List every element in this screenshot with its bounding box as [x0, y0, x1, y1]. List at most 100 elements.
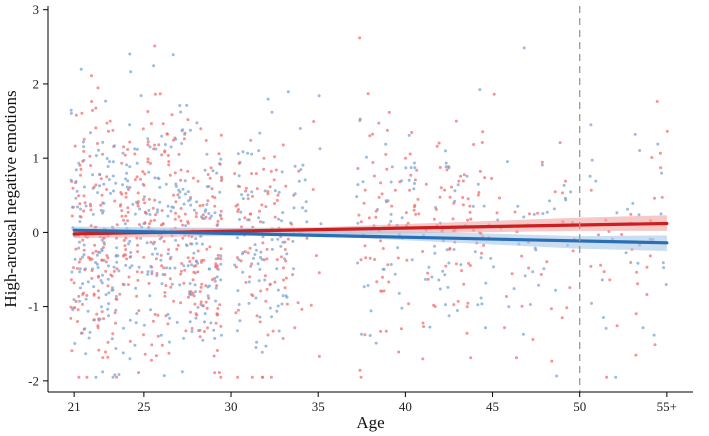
data-point	[108, 119, 112, 123]
data-point	[482, 204, 486, 208]
data-point	[364, 256, 368, 260]
x-tick-label: 21	[68, 399, 81, 414]
data-point	[102, 182, 106, 186]
data-point	[292, 267, 295, 271]
data-point	[219, 133, 223, 137]
x-tick-label: 55+	[657, 399, 677, 414]
data-point	[181, 187, 185, 191]
data-point	[648, 254, 652, 258]
data-point	[154, 147, 158, 151]
data-point	[552, 207, 556, 211]
data-point	[168, 316, 172, 320]
data-point	[550, 359, 554, 363]
data-point	[600, 278, 604, 282]
data-point	[281, 211, 285, 215]
data-point	[381, 267, 385, 271]
data-point	[110, 286, 114, 290]
data-point	[426, 277, 430, 281]
data-point	[362, 201, 366, 205]
data-point	[446, 285, 450, 289]
data-point	[152, 147, 156, 151]
data-point	[301, 163, 305, 167]
data-point	[407, 178, 411, 182]
data-point	[193, 283, 197, 287]
data-point	[240, 225, 243, 229]
data-point	[219, 157, 223, 161]
data-point	[172, 299, 176, 303]
data-point	[135, 161, 139, 165]
data-point	[74, 300, 78, 303]
data-point	[279, 244, 283, 248]
data-point	[183, 179, 187, 183]
data-point	[208, 216, 212, 220]
data-point	[461, 179, 465, 183]
data-point	[73, 306, 77, 310]
data-point	[284, 184, 288, 188]
data-point	[369, 309, 373, 313]
data-point	[180, 142, 184, 145]
data-point	[273, 155, 277, 159]
data-point	[361, 180, 365, 184]
data-point	[163, 294, 167, 298]
data-point	[77, 194, 81, 198]
data-point	[160, 264, 164, 268]
data-point	[106, 284, 110, 288]
data-point	[359, 220, 363, 224]
data-point	[238, 185, 241, 189]
data-point	[111, 174, 115, 178]
data-point	[520, 254, 524, 258]
data-point	[125, 163, 129, 167]
data-point	[199, 285, 203, 289]
data-point	[112, 189, 115, 193]
data-point	[122, 145, 126, 149]
data-point	[358, 368, 362, 372]
data-point	[396, 256, 400, 260]
data-point	[377, 121, 381, 125]
data-point	[77, 294, 81, 298]
data-point	[124, 248, 128, 251]
data-point	[101, 209, 105, 213]
data-point	[135, 147, 139, 151]
data-point	[356, 167, 360, 170]
data-point	[156, 208, 160, 212]
data-point	[379, 239, 383, 243]
data-point	[381, 275, 384, 279]
data-point	[209, 321, 213, 325]
data-point	[170, 113, 174, 117]
data-point	[127, 188, 130, 191]
data-point	[363, 244, 367, 248]
data-point	[272, 178, 276, 182]
data-point	[283, 286, 287, 290]
data-point	[317, 271, 321, 275]
data-point	[215, 224, 219, 227]
data-point	[139, 177, 142, 181]
data-point	[236, 203, 240, 207]
data-point	[163, 143, 167, 146]
data-point	[69, 178, 73, 182]
data-point	[528, 303, 532, 306]
data-point	[173, 266, 177, 270]
data-point	[304, 209, 308, 213]
data-point	[159, 258, 163, 262]
data-point	[235, 329, 239, 333]
data-point	[601, 316, 605, 319]
data-point	[166, 214, 170, 218]
data-point	[137, 371, 141, 375]
data-point	[105, 157, 109, 160]
data-point	[146, 110, 150, 113]
data-point	[146, 272, 150, 276]
data-point	[113, 199, 117, 203]
data-point	[265, 247, 269, 251]
data-point	[465, 305, 469, 309]
data-point	[73, 257, 77, 261]
data-point	[87, 336, 91, 340]
data-point	[205, 306, 209, 310]
data-point	[206, 199, 210, 203]
data-point	[114, 321, 117, 325]
data-point	[437, 141, 441, 145]
data-point	[408, 152, 412, 156]
data-point	[114, 181, 118, 185]
data-point	[615, 211, 619, 215]
data-point	[276, 193, 280, 197]
data-point	[452, 248, 456, 251]
